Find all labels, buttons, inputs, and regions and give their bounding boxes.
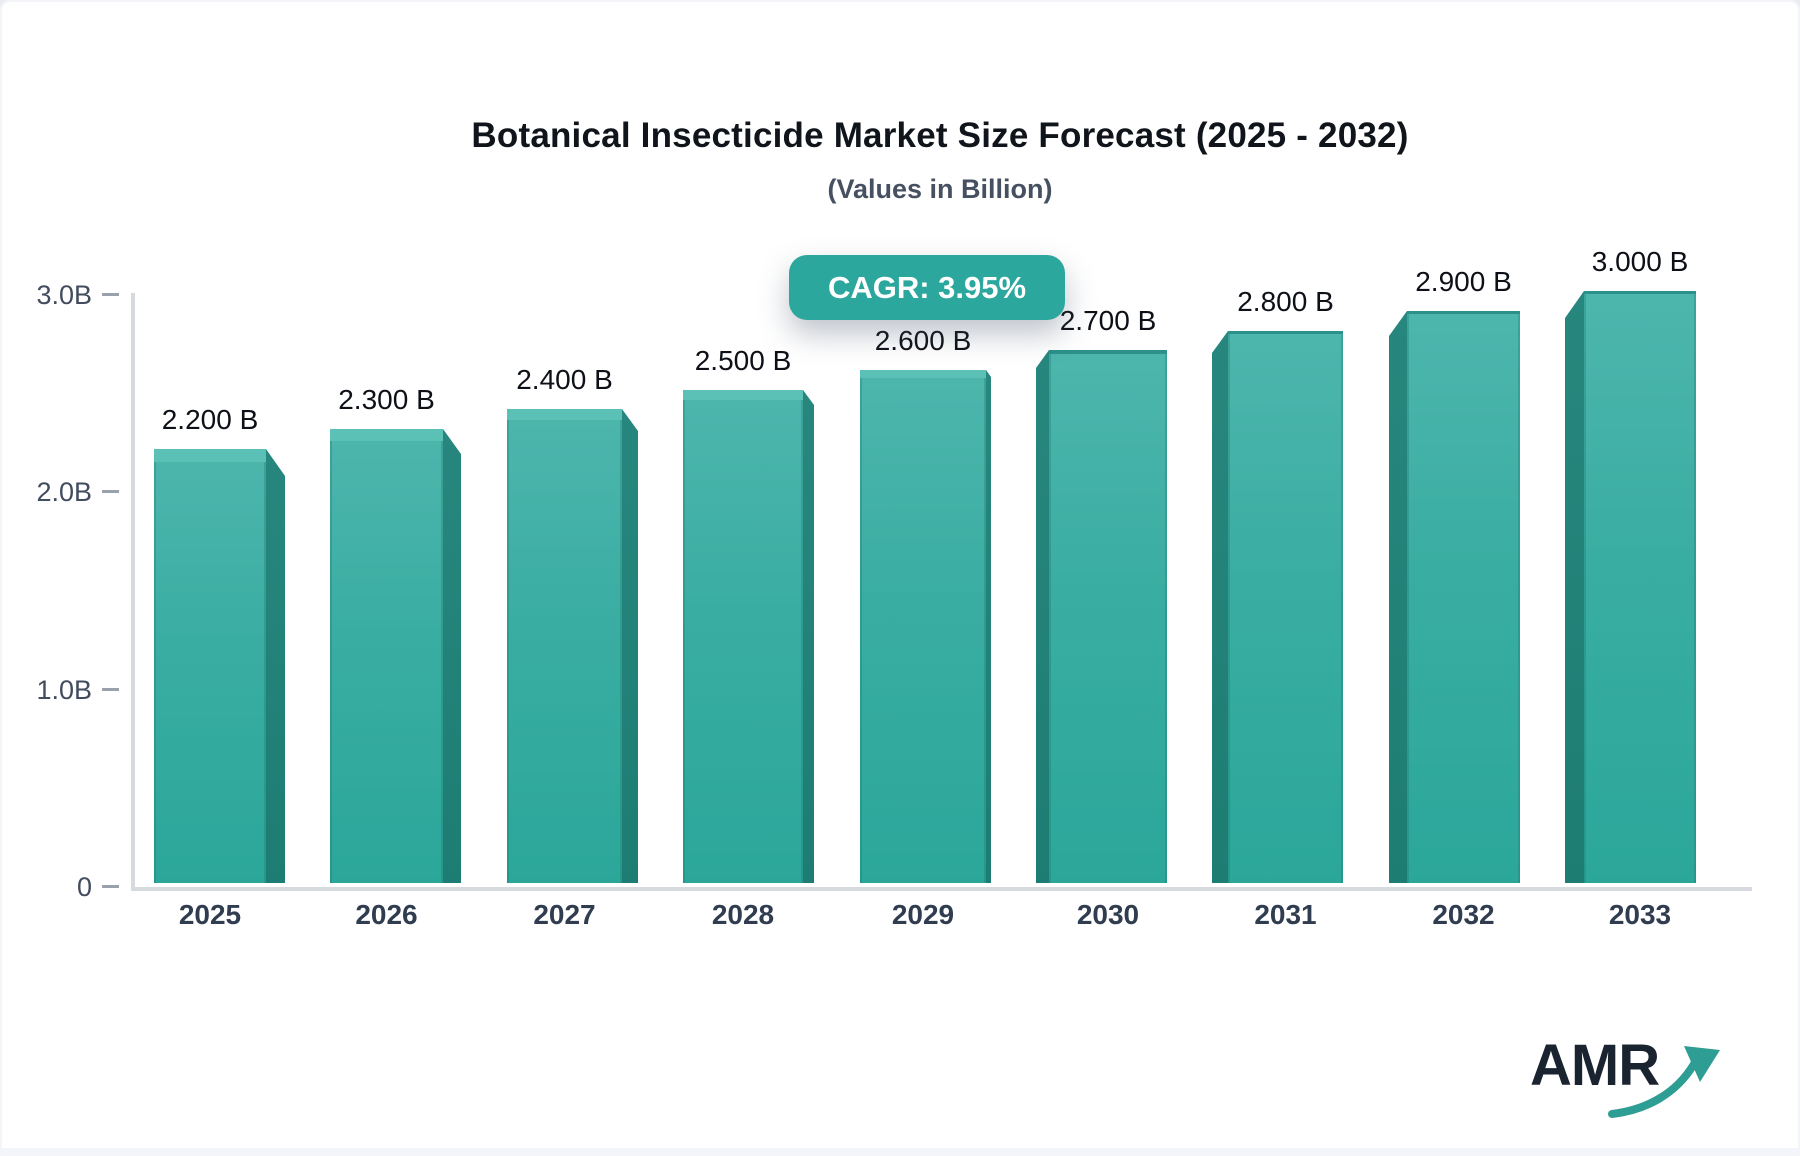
y-axis-tick-label: 0 bbox=[76, 872, 92, 902]
bar-group-2033: 3.000 B 2033 bbox=[1565, 246, 1696, 930]
trend-up-arrow-icon bbox=[1608, 1046, 1720, 1118]
bar-side-face bbox=[1389, 311, 1407, 883]
y-axis-tick-mark bbox=[102, 293, 119, 296]
y-axis-tick-label: 2.0B bbox=[36, 477, 92, 507]
bar-value-label: 2.400 B bbox=[516, 364, 613, 395]
bar-value-label: 2.700 B bbox=[1059, 305, 1157, 336]
bar-side-face bbox=[443, 429, 461, 883]
bar-side-face bbox=[1036, 350, 1049, 883]
bar-side-face bbox=[803, 390, 814, 883]
y-axis-tick-mark bbox=[102, 688, 119, 691]
bar-group-2031: 2.800 B 2031 bbox=[1212, 286, 1343, 930]
bar[interactable] bbox=[507, 409, 622, 883]
bar-top-face bbox=[507, 409, 622, 420]
bar-value-label: 2.500 B bbox=[694, 345, 792, 376]
cagr-badge: CAGR: 3.95% bbox=[789, 255, 1065, 320]
bar-value-label: 2.200 B bbox=[161, 404, 259, 435]
bar[interactable] bbox=[683, 390, 803, 883]
bar-top-face bbox=[1407, 311, 1520, 314]
x-axis-baseline bbox=[131, 887, 1752, 891]
x-axis-label: 2031 bbox=[1254, 899, 1317, 930]
x-axis-label: 2027 bbox=[533, 899, 596, 930]
bar[interactable] bbox=[1407, 311, 1520, 883]
chart-title: Botanical Insecticide Market Size Foreca… bbox=[471, 116, 1409, 155]
bar-value-label: 2.300 B bbox=[338, 384, 435, 415]
bar-top-face bbox=[1584, 291, 1696, 294]
bar-value-label: 2.900 B bbox=[1415, 266, 1512, 297]
bar-top-face bbox=[154, 449, 266, 462]
bar-side-face bbox=[986, 370, 991, 883]
y-axis-line bbox=[131, 293, 135, 889]
bar-group-2028: 2.500 B 2028 bbox=[683, 345, 814, 930]
x-axis-label: 2030 bbox=[1076, 899, 1140, 930]
bar[interactable] bbox=[860, 370, 986, 883]
bar[interactable] bbox=[154, 449, 266, 883]
bar-side-face bbox=[266, 449, 285, 883]
bar-top-face bbox=[860, 370, 986, 378]
y-axis-tick-label: 3.0B bbox=[36, 280, 92, 310]
x-axis-label: 2033 bbox=[1608, 899, 1672, 930]
bar-value-label: 3.000 B bbox=[1591, 246, 1689, 277]
bar-side-face bbox=[1212, 331, 1228, 883]
chart-subtitle: (Values in Billion) bbox=[827, 174, 1053, 204]
bar-group-2025: 2.200 B 2025 bbox=[154, 404, 285, 930]
bar[interactable] bbox=[330, 429, 443, 883]
bar-top-face bbox=[1049, 350, 1167, 354]
y-axis-tick-mark bbox=[102, 490, 119, 493]
bar-side-face bbox=[1565, 291, 1584, 883]
bar-value-label: 2.600 B bbox=[874, 325, 972, 356]
bar-top-face bbox=[1228, 331, 1343, 334]
bar[interactable] bbox=[1049, 350, 1167, 883]
bar-group-2030: 2.700 B 2030 bbox=[1036, 305, 1167, 930]
amr-logo[interactable]: AMR bbox=[1530, 1032, 1720, 1122]
y-axis-tick-label: 1.0B bbox=[36, 675, 92, 705]
window-bottom-edge bbox=[2, 1148, 1798, 1154]
bar[interactable] bbox=[1584, 291, 1696, 883]
x-axis-label: 2028 bbox=[711, 899, 775, 930]
bar[interactable] bbox=[1228, 331, 1343, 883]
y-axis-tick-mark bbox=[102, 885, 119, 888]
amr-logo-text: AMR bbox=[1530, 1033, 1660, 1098]
bar-side-face bbox=[622, 409, 638, 883]
bar-group-2027: 2.400 B 2027 bbox=[507, 364, 638, 930]
bar-group-2026: 2.300 B 2026 bbox=[330, 384, 461, 930]
x-axis-label: 2026 bbox=[355, 899, 418, 930]
x-axis-label: 2029 bbox=[891, 899, 955, 930]
bar-top-face bbox=[330, 429, 443, 441]
bar-group-2029: 2.600 B 2029 bbox=[860, 325, 991, 930]
bar-top-face bbox=[683, 390, 803, 400]
x-axis-label: 2032 bbox=[1432, 899, 1495, 930]
bar-group-2032: 2.900 B 2032 bbox=[1389, 266, 1520, 930]
bar-value-label: 2.800 B bbox=[1237, 286, 1334, 317]
x-axis-label: 2025 bbox=[178, 899, 242, 930]
